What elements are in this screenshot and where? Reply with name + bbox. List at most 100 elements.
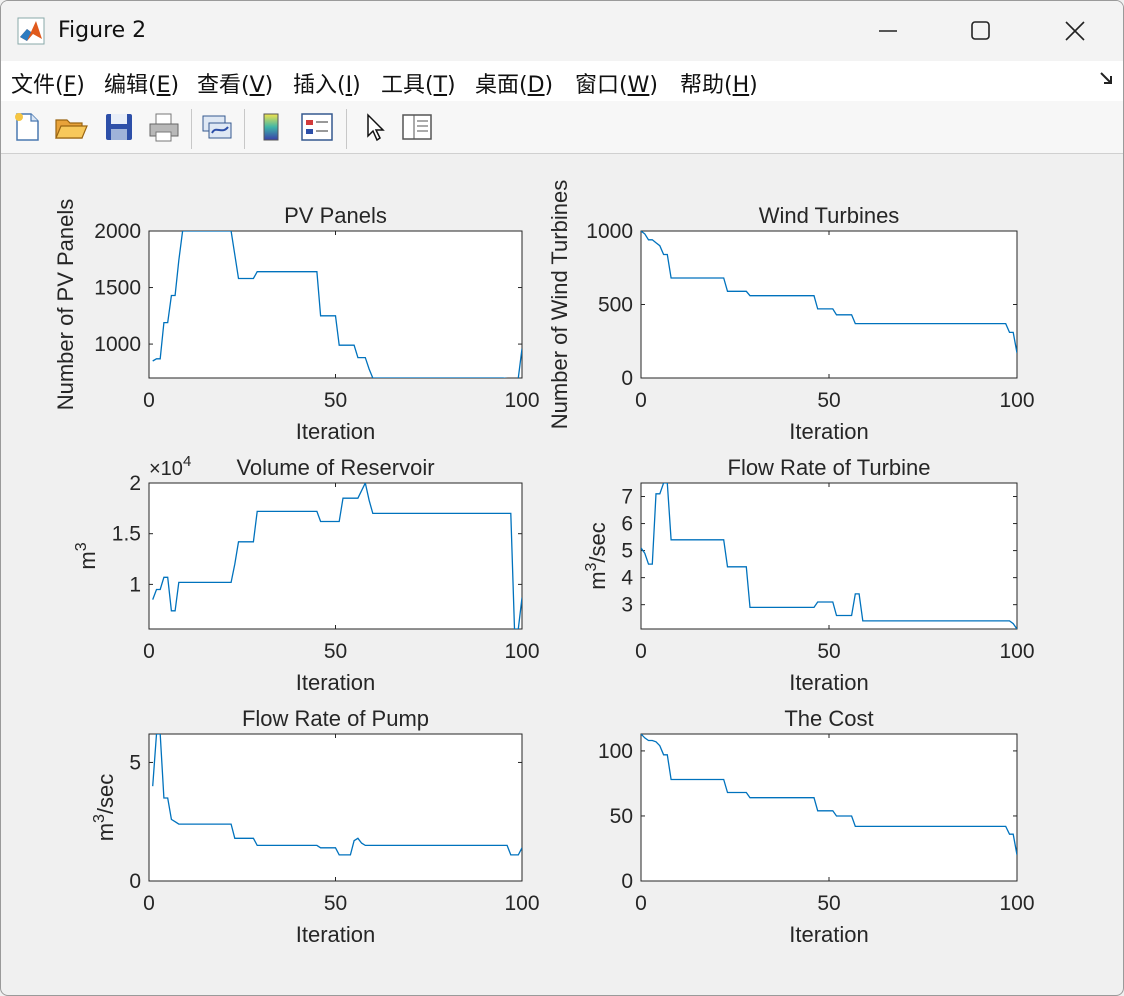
x-axis-label: Iteration xyxy=(789,419,869,444)
x-tick-label: 100 xyxy=(999,640,1034,663)
open-file-icon xyxy=(55,119,88,139)
menu-desktop[interactable]: 桌面(D) xyxy=(475,73,554,98)
matlab-logo-icon xyxy=(17,17,45,45)
y-tick-label: 0 xyxy=(621,870,633,893)
y-tick-label: 0 xyxy=(129,870,141,893)
property-inspector-button[interactable] xyxy=(399,107,435,147)
subplot-6[interactable]: 0 50 100 0 50 100 The Cost Iteration xyxy=(598,706,1035,947)
colorbar-icon xyxy=(263,113,279,141)
series-line xyxy=(152,483,522,629)
x-axis-label: Iteration xyxy=(296,670,376,695)
y-tick-label: 3 xyxy=(621,594,633,617)
colorbar-button[interactable] xyxy=(253,107,289,147)
menu-window[interactable]: 窗口(W) xyxy=(575,73,658,98)
y-tick-label: 4 xyxy=(621,567,633,590)
toolbar xyxy=(1,101,1123,154)
subplot-3[interactable]: 0 50 100 1 1.5 2 Volume of Reservoir Iteration m… xyxy=(73,453,540,695)
y-tick-label: 1500 xyxy=(94,277,141,300)
menu-edit[interactable]: 编辑(E) xyxy=(104,73,180,98)
y-tick-label: 100 xyxy=(598,740,633,763)
axes-box xyxy=(148,230,523,379)
x-tick-label: 0 xyxy=(143,389,155,412)
y-tick-label: 0 xyxy=(621,367,633,390)
y-tick-label: 50 xyxy=(610,805,633,828)
y-tick-label: 1000 xyxy=(586,220,633,243)
x-axis-label: Iteration xyxy=(296,922,376,947)
open-file-button[interactable] xyxy=(53,107,89,147)
subplot-title: Volume of Reservoir xyxy=(236,455,434,480)
print-button[interactable] xyxy=(146,107,182,147)
x-tick-label: 100 xyxy=(504,892,539,915)
axes-box xyxy=(640,482,1018,630)
y-tick-label: 6 xyxy=(621,513,633,536)
link-plot-button[interactable] xyxy=(199,107,235,147)
axes-box xyxy=(148,733,523,882)
y-tick-label: 5 xyxy=(621,540,633,563)
new-figure-button[interactable] xyxy=(9,107,45,147)
dock-arrow-icon[interactable] xyxy=(1099,71,1115,87)
menu-file[interactable]: 文件(F) xyxy=(11,73,85,98)
y-tick-label: 1 xyxy=(129,573,141,596)
toolbar-separator xyxy=(244,109,245,149)
subplot-1[interactable]: 0 50 100 1000 1500 2000 PV Panels Iteration Numb… xyxy=(53,199,540,444)
x-axis-label: Iteration xyxy=(789,670,869,695)
series-line xyxy=(152,734,522,856)
x-tick-label: 100 xyxy=(999,389,1034,412)
y-tick-label: 500 xyxy=(598,294,633,317)
close-button[interactable] xyxy=(1029,1,1121,61)
legend-button[interactable] xyxy=(299,107,335,147)
window-title: Figure 2 xyxy=(58,18,147,43)
x-tick-label: 50 xyxy=(324,640,347,663)
menu-view[interactable]: 查看(V) xyxy=(197,73,274,98)
x-tick-label: 50 xyxy=(817,389,840,412)
maximize-button[interactable] xyxy=(935,1,1027,61)
x-tick-label: 0 xyxy=(635,892,647,915)
subplot-title: PV Panels xyxy=(284,203,387,228)
y-tick-label: 1000 xyxy=(94,333,141,356)
x-tick-label: 50 xyxy=(324,389,347,412)
y-tick-label: 2000 xyxy=(94,220,141,243)
subplot-5[interactable]: 0 50 100 0 5 Flow Rate of Pump Iteration m3/sec xyxy=(91,706,540,947)
maximize-icon xyxy=(971,21,990,40)
x-tick-label: 100 xyxy=(504,640,539,663)
title-bar[interactable]: Figure 2 xyxy=(1,1,1123,61)
y-tick-label: 2 xyxy=(129,472,141,495)
subplot-title: Wind Turbines xyxy=(759,203,900,228)
x-tick-label: 0 xyxy=(635,389,647,412)
toolbar-separator xyxy=(346,109,347,149)
edit-plot-button[interactable] xyxy=(355,107,391,147)
y-axis-label: Number of Wind Turbines xyxy=(547,180,572,429)
menu-help[interactable]: 帮助(H) xyxy=(680,73,758,98)
x-tick-label: 0 xyxy=(143,640,155,663)
minimize-button[interactable] xyxy=(843,1,935,61)
new-figure-icon xyxy=(15,113,39,141)
save-button[interactable] xyxy=(101,107,137,147)
close-icon xyxy=(1065,21,1085,41)
menu-tools[interactable]: 工具(T) xyxy=(381,73,456,98)
x-axis-label: Iteration xyxy=(789,922,869,947)
save-icon xyxy=(106,114,132,140)
x-axis-label: Iteration xyxy=(296,419,376,444)
menu-insert[interactable]: 插入(I) xyxy=(293,73,361,98)
property-inspector-icon xyxy=(402,114,432,140)
y-tick-label: 5 xyxy=(129,751,141,774)
series-line xyxy=(641,231,1017,354)
y-tick-label: 7 xyxy=(621,486,633,509)
x-tick-label: 0 xyxy=(635,640,647,663)
axes-box xyxy=(640,230,1018,379)
axes-box xyxy=(148,482,523,630)
y-axis-exponent: ×104 xyxy=(149,453,191,480)
subplot-title: The Cost xyxy=(784,706,873,731)
x-tick-label: 50 xyxy=(817,640,840,663)
link-icon xyxy=(202,115,232,139)
x-tick-label: 50 xyxy=(324,892,347,915)
axes-box xyxy=(640,733,1018,882)
subplot-4[interactable]: 0 50 100 3 4 5 6 7 Flow Rate of Turbine Iteration… xyxy=(583,455,1035,695)
x-tick-label: 100 xyxy=(504,389,539,412)
series-line xyxy=(641,483,1017,629)
y-axis-label: m3 xyxy=(73,542,100,569)
series-line xyxy=(641,734,1017,856)
